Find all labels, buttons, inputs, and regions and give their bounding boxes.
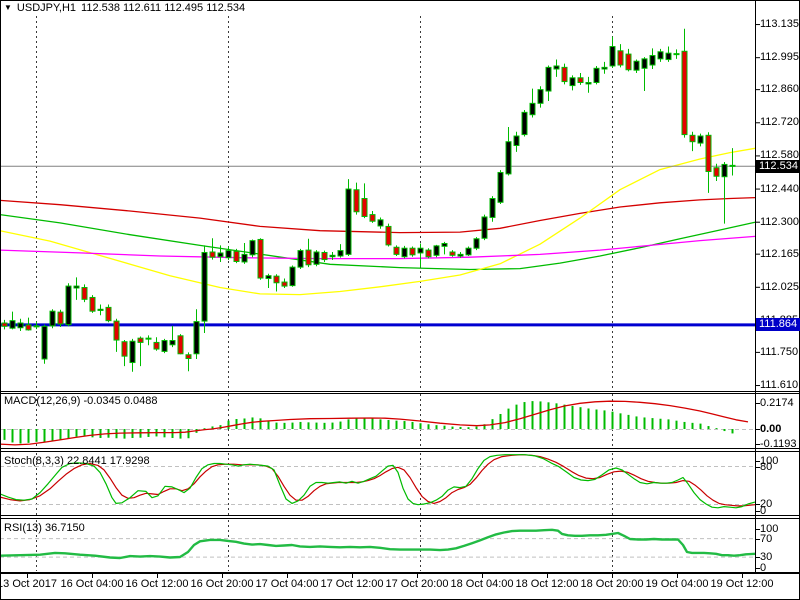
price-axis-label: 112.995 [760, 51, 799, 64]
price-axis-label: 112.440 [760, 182, 799, 195]
hline-price-tag: 111.864 [756, 318, 800, 332]
symbol-timeframe-label: USDJPY,H1 [16, 2, 77, 14]
macd-panel-label: MACD(12,26,9) -0.0345 0.0488 [4, 395, 158, 407]
price-axis-label: 112.720 [760, 116, 799, 129]
time-axis-label: 18 Oct 20:00 [580, 578, 644, 590]
price-axis-label: 112.860 [760, 83, 799, 96]
rsi-axis-label: 70 [760, 533, 773, 545]
time-axis-label: 17 Oct 04:00 [255, 578, 319, 590]
stoch-axis-label: 20 [760, 498, 773, 510]
price-axis-label: 112.165 [760, 247, 799, 260]
rsi-axis-label: 0 [760, 562, 767, 574]
time-axis-label: 17 Oct 12:00 [320, 578, 384, 590]
stoch-axis-label: 0 [760, 505, 767, 517]
price-axis-label: 111.750 [760, 345, 799, 358]
macd-axis-label: 0.2174 [760, 397, 794, 409]
price-axis-label: 112.025 [760, 280, 799, 293]
symbol-dropdown-icon[interactable]: ▼ [4, 3, 12, 12]
rsi-axis-label: 100 [760, 523, 779, 535]
time-axis-label: 16 Oct 04:00 [60, 578, 124, 590]
stoch-panel-label: Stoch(8,3,3) 22.8441 17.9298 [4, 455, 150, 467]
current-price-tag: 112.534 [756, 159, 800, 173]
time-axis-label: 19 Oct 12:00 [710, 578, 774, 590]
macd-axis-label: -0.1193 [760, 438, 797, 450]
time-axis-label: 18 Oct 12:00 [515, 578, 579, 590]
quote-bar: ▼ USDJPY,H1 112.538 112.611 112.495 112.… [4, 2, 245, 14]
stoch-axis-label: 100 [760, 455, 779, 467]
price-axis-label: 112.580 [760, 149, 799, 162]
time-axis-label: 19 Oct 04:00 [645, 578, 709, 590]
time-axis-label: 18 Oct 04:00 [450, 578, 514, 590]
time-axis-label: 16 Oct 20:00 [190, 578, 254, 590]
quote-ohlc-values: 112.538 112.611 112.495 112.534 [81, 2, 246, 14]
stoch-axis-label: 80 [760, 461, 773, 473]
time-axis-label: 13 Oct 2017 [0, 578, 57, 590]
macd-axis-label: 0.00 [760, 423, 782, 435]
price-axis-label: 113.135 [760, 18, 799, 31]
time-axis-label: 17 Oct 20:00 [385, 578, 449, 590]
time-axis-label: 16 Oct 12:00 [125, 578, 189, 590]
rsi-axis-label: 30 [760, 551, 773, 563]
price-axis-label: 112.300 [760, 215, 799, 228]
rsi-panel-label: RSI(13) 36.7150 [4, 522, 85, 534]
price-axis-label: 111.610 [760, 379, 799, 392]
